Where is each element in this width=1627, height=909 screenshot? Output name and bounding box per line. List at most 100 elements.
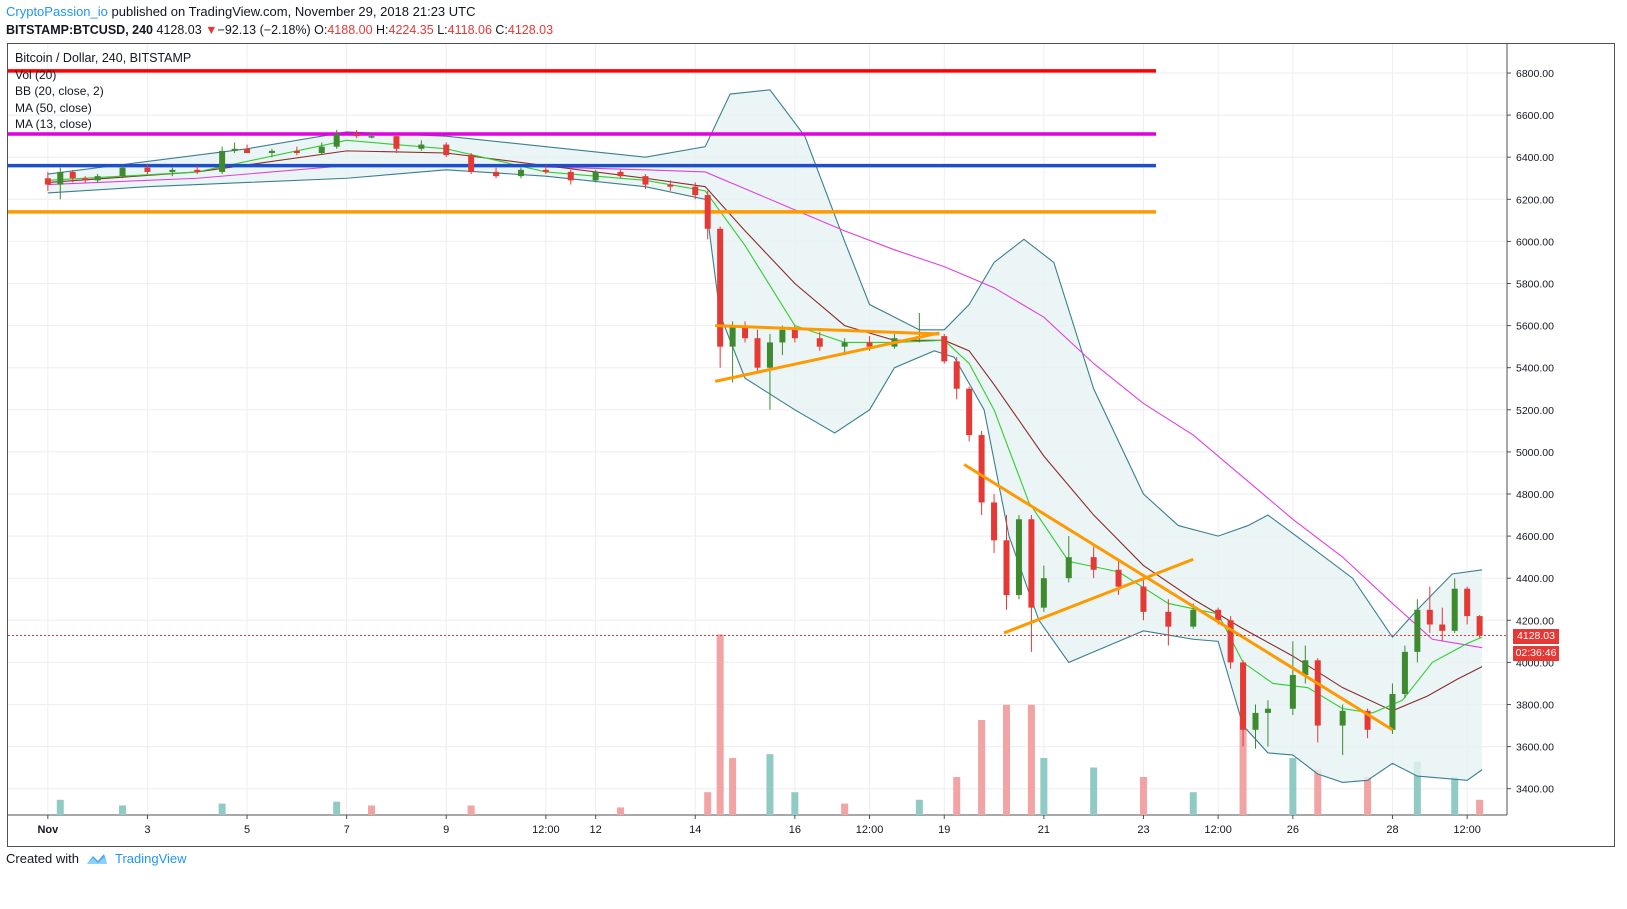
candle-body <box>82 178 89 181</box>
chart-legend: Bitcoin / Dollar, 240, BITSTAMP Vol (20)… <box>15 50 191 133</box>
candle-body <box>1302 660 1309 676</box>
volume-bar <box>978 720 986 815</box>
candle-body <box>617 171 624 177</box>
candle-body <box>953 361 960 389</box>
x-tick-label: 21 <box>1038 824 1050 836</box>
candle-body <box>293 150 300 153</box>
volume-bar <box>617 807 625 815</box>
candle-body <box>1003 540 1010 596</box>
x-tick-label: Nov <box>37 824 59 836</box>
published-text: published on TradingView.com, November 2… <box>107 4 476 19</box>
candle-body <box>1339 710 1346 726</box>
trendline <box>1003 557 1194 635</box>
x-tick-label: 12:00 <box>1204 824 1232 836</box>
candle-body <box>692 186 699 196</box>
countdown-tag: 02:36:46 <box>1513 646 1559 661</box>
volume-bar <box>1040 758 1048 815</box>
candle-body <box>866 342 873 347</box>
high-label: H: <box>376 23 389 37</box>
candle-body <box>231 148 238 151</box>
candle-body <box>1065 557 1072 579</box>
candle-body <box>1028 519 1035 608</box>
symbol-info: BITSTAMP:BTCUSD, 240 4128.03 ▼−92.13 (−2… <box>6 21 553 39</box>
y-tick-label: 5000.00 <box>1516 447 1554 459</box>
volume-bar <box>1451 777 1459 815</box>
legend-ma13[interactable]: MA (13, close) <box>15 117 92 131</box>
x-tick-label: 7 <box>344 824 350 836</box>
candle-body <box>966 388 973 436</box>
bollinger-fill <box>47 89 1483 783</box>
volume-bar <box>119 805 127 815</box>
candle-body <box>1227 620 1234 663</box>
candle-body <box>791 329 798 339</box>
candle-body <box>1401 651 1408 694</box>
volume-bar <box>1027 704 1035 815</box>
volume-bar <box>915 799 923 815</box>
volume-bar <box>1413 761 1421 815</box>
last-price-tag: 4128.03 <box>1513 629 1559 644</box>
candle-body <box>393 136 400 149</box>
candle-body <box>268 150 275 153</box>
volume-bar <box>729 758 737 815</box>
candle-body <box>754 338 761 368</box>
y-tick-label: 5400.00 <box>1516 363 1554 375</box>
volume-bar <box>1003 704 1011 815</box>
candle-body <box>443 144 450 156</box>
volume-bar <box>218 803 226 815</box>
publish-header: CryptoPassion_io published on TradingVie… <box>6 3 475 21</box>
candle-body <box>1215 609 1222 621</box>
chart-frame[interactable] <box>7 43 1615 847</box>
legend-bollinger[interactable]: BB (20, close, 2) <box>15 84 104 98</box>
candle-body <box>1252 712 1259 730</box>
y-tick-label: 6200.00 <box>1516 194 1554 206</box>
candle-body <box>1389 693 1396 730</box>
trendline <box>963 463 1394 732</box>
candle-body <box>517 169 524 177</box>
volume-bar <box>1364 777 1372 815</box>
legend-ma50[interactable]: MA (50, close) <box>15 100 92 115</box>
candle-body <box>119 167 126 177</box>
x-tick-label: 14 <box>689 824 701 836</box>
candle-body <box>1426 609 1433 625</box>
volume-bar <box>1139 777 1147 815</box>
candle-body <box>1464 588 1471 617</box>
author-link[interactable]: CryptoPassion_io <box>6 4 108 19</box>
volume-bar <box>56 799 64 815</box>
y-tick-label: 4400.00 <box>1516 573 1554 585</box>
volume-bar <box>1314 769 1322 815</box>
candle-body <box>57 171 64 185</box>
volume-bar <box>1090 767 1098 815</box>
tradingview-link[interactable]: TradingView <box>114 851 187 866</box>
volume-bar <box>1289 758 1297 815</box>
chart-title: Bitcoin / Dollar, 240, BITSTAMP <box>15 51 192 65</box>
candle-body <box>642 176 649 185</box>
price-change: −92.13 (−2.18%) <box>217 23 311 37</box>
legend-volume[interactable]: Vol (20) <box>15 67 57 82</box>
volume-bar <box>766 754 774 815</box>
x-tick-label: 5 <box>244 824 250 836</box>
candle-body <box>592 171 599 181</box>
volume-bar <box>1239 708 1247 815</box>
candle-body <box>1476 616 1483 636</box>
candle-body <box>1015 519 1022 596</box>
tradingview-logo-icon <box>86 854 107 864</box>
candle-body <box>1040 578 1047 608</box>
candle-body <box>766 342 773 368</box>
y-tick-label: 5800.00 <box>1516 279 1554 291</box>
volume-bar <box>1476 799 1484 815</box>
ma50-line <box>47 165 1483 649</box>
candle-body <box>1439 624 1446 631</box>
candle-body <box>1414 609 1421 652</box>
y-tick-label: 3600.00 <box>1516 742 1554 754</box>
high-value: 4224.35 <box>388 23 434 37</box>
x-tick-label: 23 <box>1137 824 1149 836</box>
candle-body <box>717 228 724 347</box>
close-label: C: <box>495 23 508 37</box>
candle-body <box>941 336 948 362</box>
candle-body <box>169 169 176 172</box>
x-tick-label: 12:00 <box>856 824 884 836</box>
x-tick-label: 12:00 <box>1453 824 1481 836</box>
candle-body <box>1090 557 1097 570</box>
candle-body <box>1115 569 1122 587</box>
